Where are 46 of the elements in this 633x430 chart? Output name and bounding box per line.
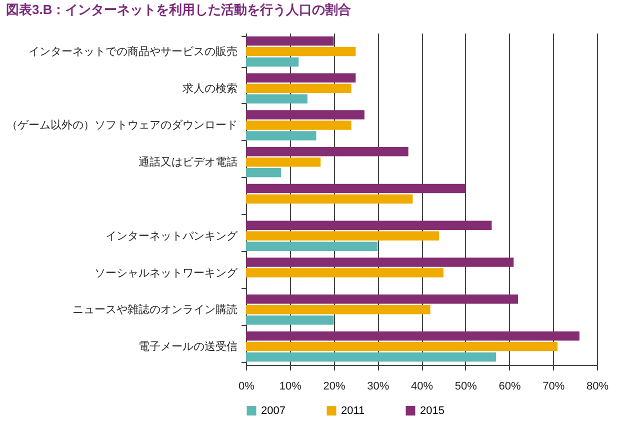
bar (246, 120, 352, 130)
legend-label: 2015 (420, 404, 444, 417)
bar (246, 242, 378, 252)
x-tick-label: 40% (410, 380, 434, 392)
bar (246, 84, 352, 93)
bar (246, 352, 496, 362)
bar (246, 194, 413, 204)
bar (246, 305, 430, 314)
bar (246, 110, 364, 120)
bar (246, 73, 356, 82)
legend-label: 2007 (261, 404, 286, 417)
bar (246, 131, 316, 140)
bar (246, 231, 440, 241)
y-tick-label: （ゲーム以外の）ソフトウェアのダウンロード (6, 118, 238, 132)
x-tick-label: 30% (367, 380, 390, 392)
bar (246, 220, 492, 230)
x-tick-label: 50% (454, 380, 478, 392)
bar (246, 46, 356, 56)
bar (246, 168, 282, 178)
y-tick-label: ニュースや雑誌のオンライン購読 (72, 303, 238, 316)
x-tick-label: 0% (238, 380, 255, 392)
bar (246, 94, 308, 104)
bar (246, 258, 514, 267)
y-tick-label: インターネットバンキング (106, 230, 238, 242)
y-tick-label: 電子メールの送受信 (138, 340, 238, 354)
bar (246, 331, 580, 341)
bar (246, 57, 299, 67)
bar (246, 268, 444, 278)
y-tick-label: ソーシャルネットワーキング (94, 267, 238, 280)
x-tick-label: 70% (542, 380, 565, 392)
bar (246, 146, 408, 156)
bar (246, 342, 558, 352)
bar (246, 36, 334, 46)
x-tick-label: 60% (498, 380, 521, 392)
chart-title: 図表3.B：インターネットを利用した活動を行う人口の割合 (6, 2, 352, 17)
y-tick-label: インターネットでの商品やサービスの販売 (28, 44, 238, 58)
bar (246, 294, 518, 304)
bar (246, 157, 321, 167)
x-tick-label: 20% (323, 380, 346, 392)
x-tick-label: 10% (279, 380, 302, 392)
bar (246, 184, 466, 194)
x-tick-label: 80% (586, 380, 609, 392)
y-tick-label: 求人の検索 (182, 82, 238, 95)
legend-label: 2011 (341, 404, 365, 417)
bar (246, 316, 334, 325)
y-tick-label: 通話又はビデオ電話 (138, 156, 238, 169)
